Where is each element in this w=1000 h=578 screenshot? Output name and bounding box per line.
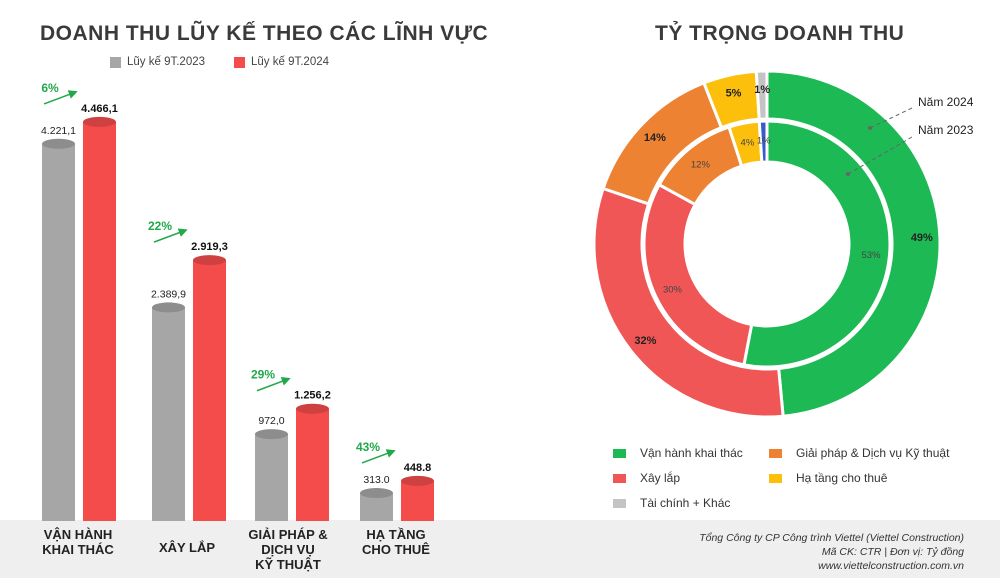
legend-swatch-2023 [110, 56, 121, 68]
pie-legend-label: Xây lắp [640, 471, 681, 485]
donut-slice-label-outer: 5% [726, 88, 742, 100]
category-label-line: HẠ TẦNG [366, 527, 426, 542]
bar-cap-2024 [193, 255, 226, 266]
credits-website: www.viettelconstruction.com.vn [818, 560, 964, 572]
pie-legend-label: Vận hành khai thác [640, 446, 743, 460]
pie-legend-swatch [613, 473, 626, 483]
donut-slice-label-outer: 49% [911, 232, 933, 244]
bar-cap-2024 [83, 116, 116, 127]
category-label-ha-tang: HẠ TẦNG CHO THUÊ [341, 527, 451, 557]
legend-label-2024: Lũy kế 9T.2024 [251, 56, 330, 68]
bar-2024 [193, 260, 226, 521]
bar-value-label: 2.919,3 [191, 241, 228, 253]
bar-cap-2023 [255, 429, 288, 440]
growth-arrow [43, 90, 78, 105]
pie-legend-swatch [613, 498, 626, 508]
series-annotation-label: Năm 2023 [918, 123, 974, 137]
growth-arrow [361, 449, 396, 464]
pie-legend-swatch [769, 473, 782, 483]
pie-legend-xay-lap: Xây lắp [613, 471, 680, 485]
bar-cap-2023 [360, 488, 393, 499]
bar-2023 [42, 143, 75, 521]
bar-2023 [152, 307, 185, 521]
donut-slice-label-inner: 12% [691, 159, 711, 170]
bar-value-label: 4.221,1 [41, 125, 76, 137]
category-label-giai-phap: GIẢI PHÁP & DỊCH VỤ KỸ THUẬT [233, 527, 343, 572]
series-annotation-line [869, 107, 913, 129]
donut-slice-label-outer: 1% [754, 84, 770, 96]
pie-legend-label: Giải pháp & Dịch vụ Kỹ thuật [796, 446, 950, 460]
donut-slice-inner [742, 119, 892, 369]
pie-legend-swatch [613, 448, 626, 458]
pie-legend-label: Hạ tầng cho thuê [796, 471, 888, 485]
pie-legend-giai-phap: Giải pháp & Dịch vụ Kỹ thuật [769, 446, 949, 460]
legend-label-2023: Lũy kế 9T.2023 [127, 56, 206, 68]
bar-chart-title: DOANH THU LŨY KẾ THEO CÁC LĨNH VỰC [40, 22, 489, 45]
bar-cap-2023 [152, 302, 185, 313]
credits-stock-code: Mã CK: CTR | Đơn vị: Tỷ đồng [821, 546, 964, 558]
pie-legend-tai-chinh: Tài chính + Khác [613, 496, 730, 510]
category-label-line: GIẢI PHÁP & [248, 527, 328, 542]
category-label-line: DỊCH VỤ [261, 542, 315, 557]
bar-value-label: 972,0 [258, 415, 284, 427]
legend-item-2024: Lũy kế 9T.2024 [234, 56, 329, 68]
donut-slice-outer [592, 186, 785, 419]
pie-legend-van-hanh: Vận hành khai thác [613, 446, 743, 460]
bar-2024 [296, 408, 329, 521]
bar-2024 [401, 480, 434, 521]
category-label-line: VẬN HÀNH [43, 527, 113, 542]
donut-slice-label-inner: 53% [862, 250, 882, 261]
category-label-line: CHO THUÊ [362, 542, 430, 557]
donut-slice-label-outer: 14% [644, 132, 666, 144]
growth-label: 6% [41, 81, 59, 95]
growth-arrow [256, 377, 291, 392]
donut-slice-label-outer: 32% [634, 335, 656, 347]
footer-band [0, 520, 1000, 578]
series-annotation-dot [868, 126, 872, 130]
donut-slice-inner [757, 119, 769, 164]
series-annotation-line [847, 136, 913, 175]
credits-block: Tổng Công ty CP Công trình Viettel (Viet… [699, 531, 964, 573]
category-label-van-hanh: VẬN HÀNH KHAI THÁC [23, 527, 133, 557]
growth-label: 29% [251, 368, 275, 382]
series-annotation-dot [846, 172, 850, 176]
bar-2023 [255, 434, 288, 521]
growth-arrow [153, 228, 188, 243]
donut-slice-label-inner: 30% [663, 284, 683, 295]
donut-slice-label-inner: 1% [757, 136, 771, 147]
legend-item-2023: Lũy kế 9T.2023 [110, 56, 205, 68]
credits-company: Tổng Công ty CP Công trình Viettel (Viet… [699, 532, 964, 544]
donut-slice-inner [642, 182, 754, 367]
bar-value-label: 1.256,2 [294, 390, 331, 402]
category-label-xay-lap: XÂY LẮP [132, 540, 242, 555]
growth-label: 43% [356, 440, 380, 454]
donut-slice-outer [754, 69, 769, 121]
category-label-line: KHAI THÁC [42, 542, 114, 557]
bar-value-label: 2.389,9 [151, 288, 186, 300]
pie-legend-label: Tài chính + Khác [640, 496, 731, 510]
bar-value-label: 4.466,1 [81, 103, 118, 115]
legend-swatch-2024 [234, 56, 245, 68]
growth-label: 22% [148, 219, 172, 233]
pie-legend-ha-tang: Hạ tầng cho thuê [769, 471, 887, 485]
category-label-line: KỸ THUẬT [255, 557, 321, 572]
donut-slice-label-inner: 4% [741, 137, 755, 148]
bar-cap-2024 [296, 403, 329, 414]
bar-value-label: 313.0 [363, 474, 389, 486]
series-annotation-label: Năm 2024 [918, 95, 974, 109]
category-label-line: XÂY LẮP [158, 540, 216, 555]
bar-2024 [83, 121, 116, 521]
bar-value-label: 448.8 [404, 462, 432, 474]
bar-cap-2024 [401, 475, 434, 486]
donut-chart-title: TỶ TRỌNG DOANH THU [655, 22, 905, 45]
bar-cap-2023 [42, 138, 75, 149]
pie-legend-swatch [769, 448, 782, 458]
